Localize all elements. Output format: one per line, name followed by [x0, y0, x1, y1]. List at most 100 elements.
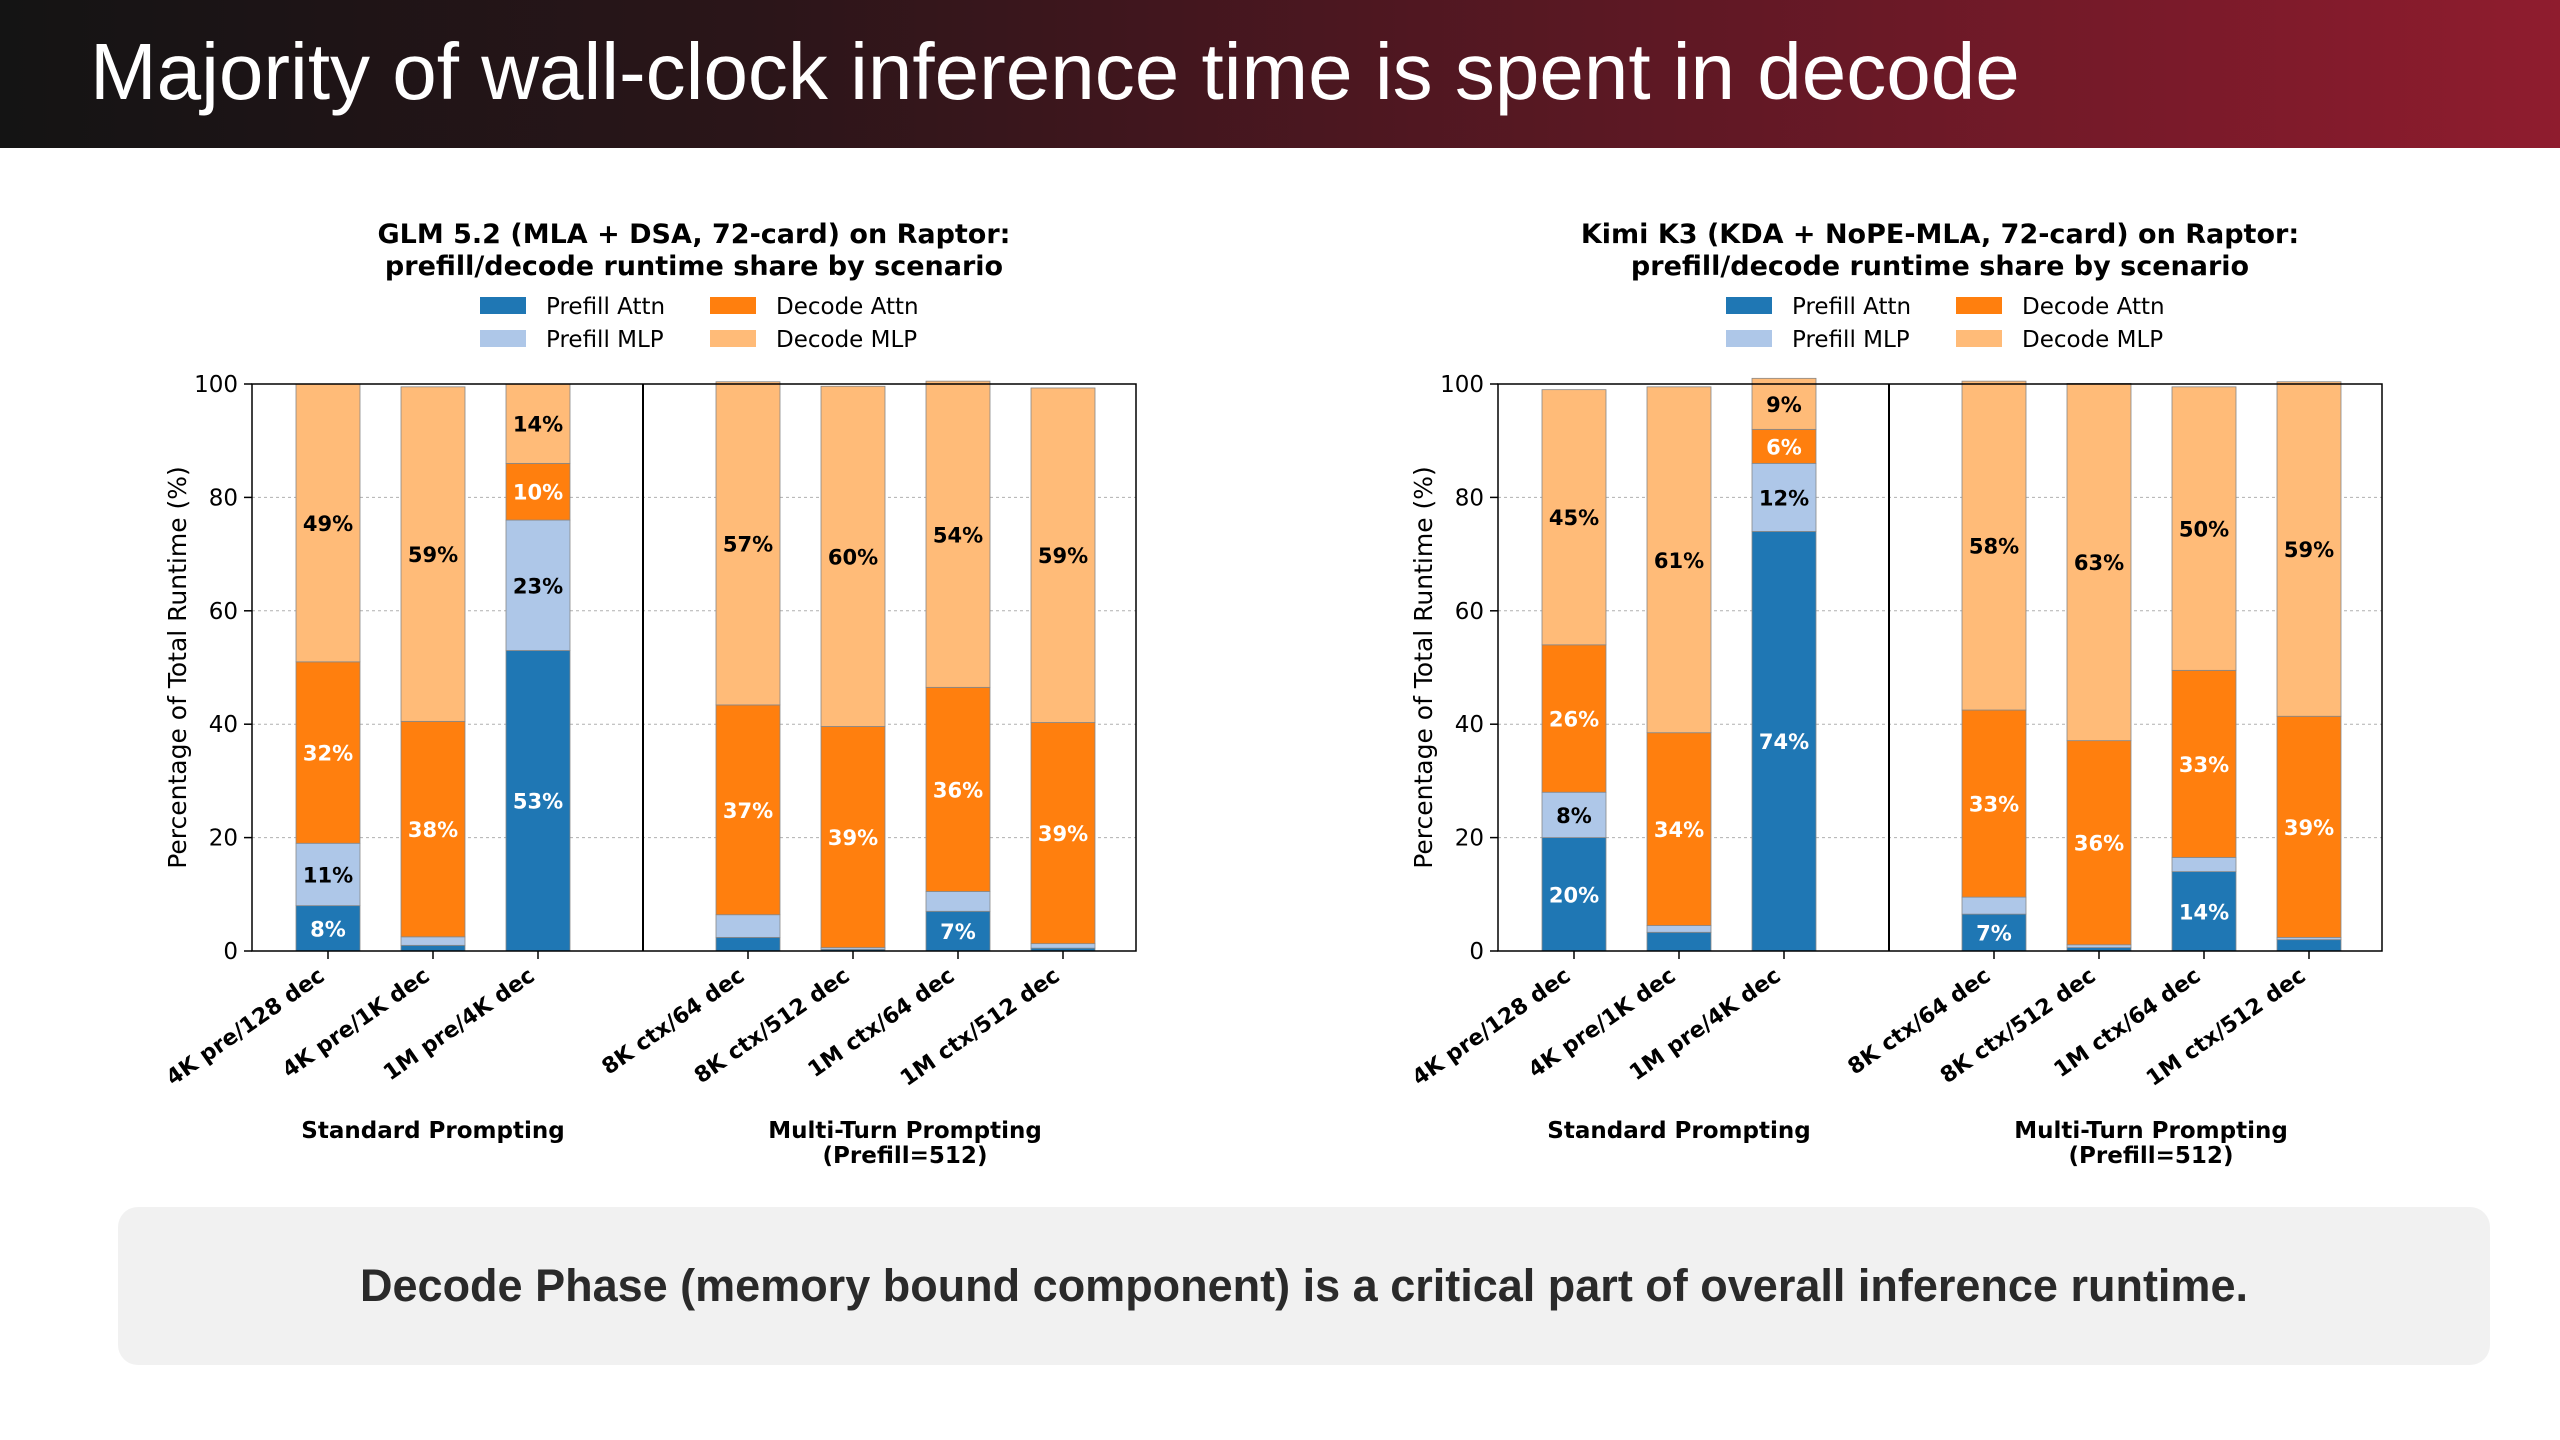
- glm-y-tick-label: 60: [209, 599, 238, 625]
- kimi-bar-decode-attn: [1751, 428, 1817, 464]
- glm-bar-decode-mlp: [1030, 387, 1096, 723]
- kimi-y-tick-label: 20: [1455, 826, 1484, 852]
- kimi-chart-subtitle: prefill/decode runtime share by scenario: [1631, 251, 2249, 282]
- kimi-bar-prefill-attn: [1751, 531, 1817, 952]
- glm-legend-label-decode-mlp: Decode MLP: [776, 327, 917, 353]
- glm-bar-decode-mlp: [820, 385, 886, 727]
- glm-bar-decode-attn: [295, 661, 361, 844]
- glm-bar-prefill-attn: [715, 936, 781, 952]
- kimi-group-label: Multi-Turn Prompting: [2014, 1118, 2288, 1144]
- chart-kimi: Kimi K3 (KDA + NoPE-MLA, 72-card) on Rap…: [1276, 200, 2506, 1190]
- kimi-legend-swatch-prefill-attn: [1726, 297, 1772, 314]
- kimi-bar-decode-attn: [2171, 669, 2237, 858]
- glm-data-label: 60%: [828, 545, 878, 569]
- kimi-chart-title: Kimi K3 (KDA + NoPE-MLA, 72-card) on Rap…: [1581, 219, 2299, 250]
- kimi-data-label: 61%: [1654, 549, 1704, 573]
- glm-data-label: 14%: [513, 413, 563, 437]
- glm-group-label: Multi-Turn Prompting: [768, 1118, 1042, 1144]
- kimi-group-label: Standard Prompting: [1547, 1118, 1810, 1144]
- kimi-legend-swatch-decode-attn: [1956, 297, 2002, 314]
- glm-data-label: 54%: [933, 523, 983, 547]
- glm-data-label: 59%: [408, 543, 458, 567]
- glm-y-tick-label: 80: [209, 485, 238, 511]
- kimi-data-label: 34%: [1654, 818, 1704, 842]
- kimi-bar-decode-attn: [2276, 715, 2342, 938]
- glm-bar-decode-mlp: [400, 386, 466, 722]
- glm-bar-decode-attn: [820, 726, 886, 948]
- glm-bar-prefill-mlp: [400, 936, 466, 946]
- kimi-legend-swatch-prefill-mlp: [1726, 330, 1772, 347]
- kimi-data-label: 39%: [2284, 816, 2334, 840]
- glm-data-label: 59%: [1038, 544, 1088, 568]
- kimi-y-tick-label: 80: [1455, 485, 1484, 511]
- kimi-data-label: 8%: [1556, 804, 1592, 828]
- kimi-bar-decode-attn: [1646, 732, 1712, 926]
- chart-glm-svg: GLM 5.2 (MLA + DSA, 72-card) on Raptor:p…: [162, 219, 1137, 1169]
- glm-bar-prefill-mlp: [295, 842, 361, 907]
- kimi-data-label: 63%: [2074, 551, 2124, 575]
- glm-data-label: 10%: [513, 481, 563, 505]
- kimi-data-label: 50%: [2179, 518, 2229, 542]
- kimi-bar-prefill-attn: [2171, 871, 2237, 952]
- glm-legend-label-decode-attn: Decode Attn: [776, 294, 919, 320]
- glm-data-label: 39%: [1038, 822, 1088, 846]
- glm-bar-decode-attn: [505, 462, 571, 521]
- kimi-y-tick-label: 40: [1455, 712, 1484, 738]
- kimi-data-label: 14%: [2179, 900, 2229, 924]
- chart-glm: GLM 5.2 (MLA + DSA, 72-card) on Raptor: p…: [30, 200, 1260, 1190]
- kimi-bar-decode-mlp: [1646, 386, 1712, 734]
- glm-data-label: 36%: [933, 778, 983, 802]
- kimi-bar-decode-mlp: [1751, 377, 1817, 430]
- glm-bar-decode-attn: [400, 720, 466, 938]
- glm-y-tick-label: 0: [223, 939, 238, 965]
- kimi-bar-prefill-mlp: [1646, 925, 1712, 933]
- glm-legend-swatch-prefill-mlp: [480, 330, 526, 347]
- glm-bar-decode-mlp: [715, 381, 781, 706]
- kimi-bar-decode-mlp: [1541, 389, 1607, 646]
- kimi-y-tick-label: 0: [1469, 939, 1484, 965]
- glm-data-label: 53%: [513, 790, 563, 814]
- chart-kimi-svg: Kimi K3 (KDA + NoPE-MLA, 72-card) on Rap…: [1408, 219, 2383, 1169]
- kimi-y-tick-label: 100: [1440, 372, 1484, 398]
- glm-data-label: 39%: [828, 826, 878, 850]
- glm-data-label: 37%: [723, 799, 773, 823]
- kimi-data-label: 6%: [1766, 435, 1802, 459]
- kimi-bar-decode-mlp: [2171, 386, 2237, 671]
- glm-data-label: 8%: [310, 917, 346, 941]
- slide-title: Majority of wall-clock inference time is…: [90, 27, 2020, 116]
- kimi-legend-label-prefill-attn: Prefill Attn: [1792, 294, 1911, 320]
- kimi-data-label: 59%: [2284, 538, 2334, 562]
- kimi-data-label: 58%: [1969, 535, 2019, 559]
- glm-bar-decode-attn: [715, 704, 781, 916]
- glm-legend-swatch-decode-mlp: [710, 330, 756, 347]
- glm-bar-decode-attn: [1030, 722, 1096, 945]
- kimi-data-label: 74%: [1759, 730, 1809, 754]
- glm-chart-subtitle: prefill/decode runtime share by scenario: [385, 251, 1003, 282]
- glm-data-label: 32%: [303, 742, 353, 766]
- kimi-data-label: 7%: [1976, 922, 2012, 946]
- kimi-bar-decode-mlp: [2276, 381, 2342, 717]
- title-bar: Majority of wall-clock inference time is…: [0, 0, 2560, 148]
- glm-y-tick-label: 20: [209, 826, 238, 852]
- glm-data-label: 11%: [303, 863, 353, 887]
- glm-y-tick-label: 100: [194, 372, 238, 398]
- glm-data-label: 23%: [513, 574, 563, 598]
- glm-bar-prefill-mlp: [1030, 943, 1096, 949]
- glm-legend-swatch-prefill-attn: [480, 297, 526, 314]
- kimi-data-label: 45%: [1549, 506, 1599, 530]
- kimi-data-label: 12%: [1759, 486, 1809, 510]
- glm-group-label: Standard Prompting: [301, 1118, 564, 1144]
- kimi-bar-prefill-attn: [1646, 931, 1712, 952]
- glm-bar-decode-attn: [925, 686, 991, 892]
- glm-legend-label-prefill-attn: Prefill Attn: [546, 294, 665, 320]
- glm-bar-prefill-mlp: [715, 914, 781, 938]
- callout-text: Decode Phase (memory bound component) is…: [360, 1260, 2248, 1311]
- kimi-y-tick-label: 60: [1455, 599, 1484, 625]
- kimi-bar-decode-attn: [1961, 709, 2027, 898]
- kimi-group-label-sub: (Prefill=512): [2069, 1143, 2234, 1169]
- kimi-data-label: 33%: [1969, 793, 2019, 817]
- glm-y-tick-label: 40: [209, 712, 238, 738]
- glm-bar-decode-mlp: [505, 383, 571, 464]
- glm-data-label: 57%: [723, 532, 773, 556]
- kimi-bar-decode-mlp: [1961, 380, 2027, 711]
